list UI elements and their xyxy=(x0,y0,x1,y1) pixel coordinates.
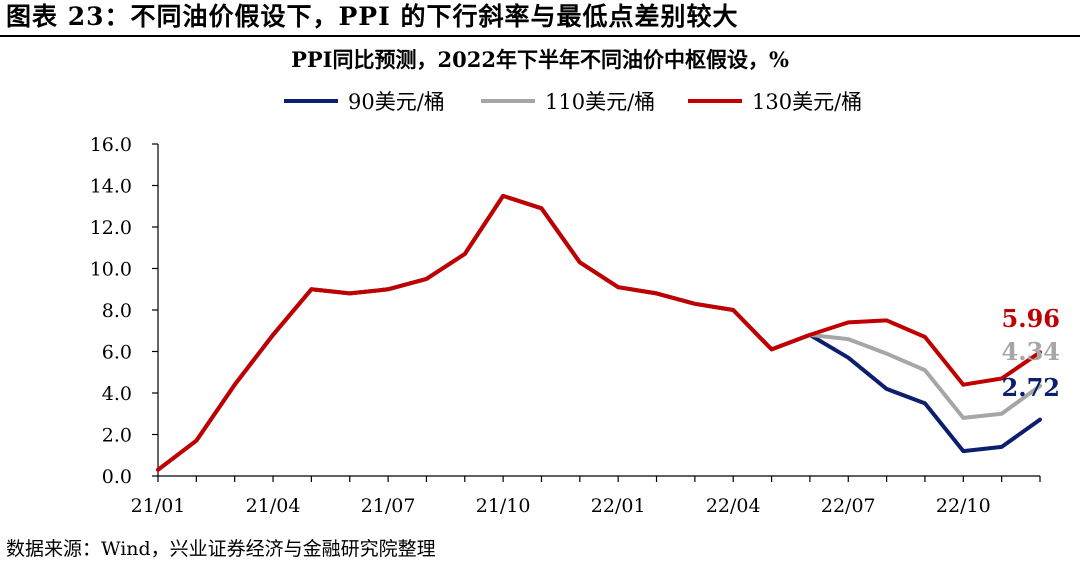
series-line-2 xyxy=(156,193,1042,472)
figure-title: 图表 23：不同油价假设下，PPI 的下行斜率与最低点差别较大 xyxy=(6,2,739,31)
x-tick-label: 22/01 xyxy=(591,495,646,517)
x-tick-label: 21/10 xyxy=(476,495,531,517)
legend-label-130: 130美元/桶 xyxy=(752,90,863,114)
x-tick-label: 22/07 xyxy=(821,495,876,517)
legend-swatch-90 xyxy=(284,99,338,103)
legend-swatch-130 xyxy=(688,99,742,103)
y-tick-label: 4.0 xyxy=(102,383,132,405)
series-line-1 xyxy=(156,193,1042,472)
legend-swatch-110 xyxy=(481,99,535,103)
y-tick-label: 2.0 xyxy=(102,425,132,447)
x-tick-label: 21/07 xyxy=(361,495,416,517)
source-note: 数据来源：Wind，兴业证券经济与金融研究院整理 xyxy=(6,538,436,560)
y-tick-label: 10.0 xyxy=(90,259,132,281)
x-tick-label: 21/01 xyxy=(131,495,186,517)
chart-title: PPI同比预测，2022年下半年不同油价中枢假设，% xyxy=(291,47,789,72)
legend-item-110: 110美元/桶 xyxy=(481,86,655,116)
legend-label-110: 110美元/桶 xyxy=(545,90,656,114)
legend: 90美元/桶 110美元/桶 130美元/桶 xyxy=(0,86,1080,116)
y-tick-label: 16.0 xyxy=(90,134,132,156)
x-tick-label: 22/10 xyxy=(936,495,991,517)
series-line-0 xyxy=(156,193,1042,472)
title-rule xyxy=(0,35,1080,37)
end-value-label-2: 5.96 xyxy=(1002,304,1060,333)
legend-item-90: 90美元/桶 xyxy=(284,86,445,116)
y-tick-label: 8.0 xyxy=(102,300,132,322)
x-tick-label: 21/04 xyxy=(246,495,301,517)
x-tick-label: 22/04 xyxy=(706,495,761,517)
y-tick-label: 0.0 xyxy=(102,466,132,488)
end-value-label-1: 4.34 xyxy=(1002,337,1060,366)
y-tick-label: 14.0 xyxy=(90,176,132,198)
legend-label-90: 90美元/桶 xyxy=(348,90,445,114)
end-value-label-0: 2.72 xyxy=(1002,373,1060,402)
y-tick-label: 6.0 xyxy=(102,342,132,364)
y-tick-label: 12.0 xyxy=(90,217,132,239)
legend-item-130: 130美元/桶 xyxy=(688,86,862,116)
